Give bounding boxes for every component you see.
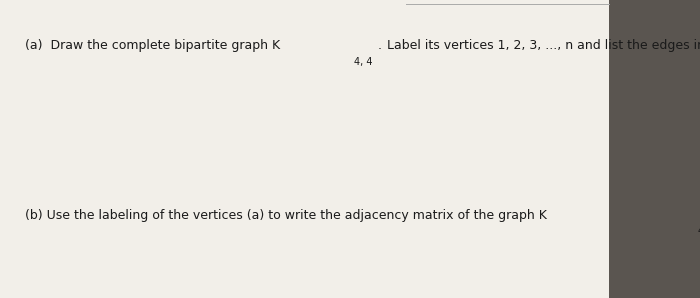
FancyBboxPatch shape [609, 0, 700, 298]
Text: (b) Use the labeling of the vertices (a) to write the adjacency matrix of the gr: (b) Use the labeling of the vertices (a)… [25, 209, 547, 222]
Text: (a)  Draw the complete bipartite graph K: (a) Draw the complete bipartite graph K [25, 39, 279, 52]
Text: 4, 4: 4, 4 [698, 226, 700, 237]
FancyBboxPatch shape [0, 0, 609, 298]
Text: 4, 4: 4, 4 [354, 57, 372, 67]
Text: .: . [377, 39, 382, 52]
Text: Label its vertices 1, 2, 3, ..., n and list the edges in lexicographic order.: Label its vertices 1, 2, 3, ..., n and l… [383, 39, 700, 52]
